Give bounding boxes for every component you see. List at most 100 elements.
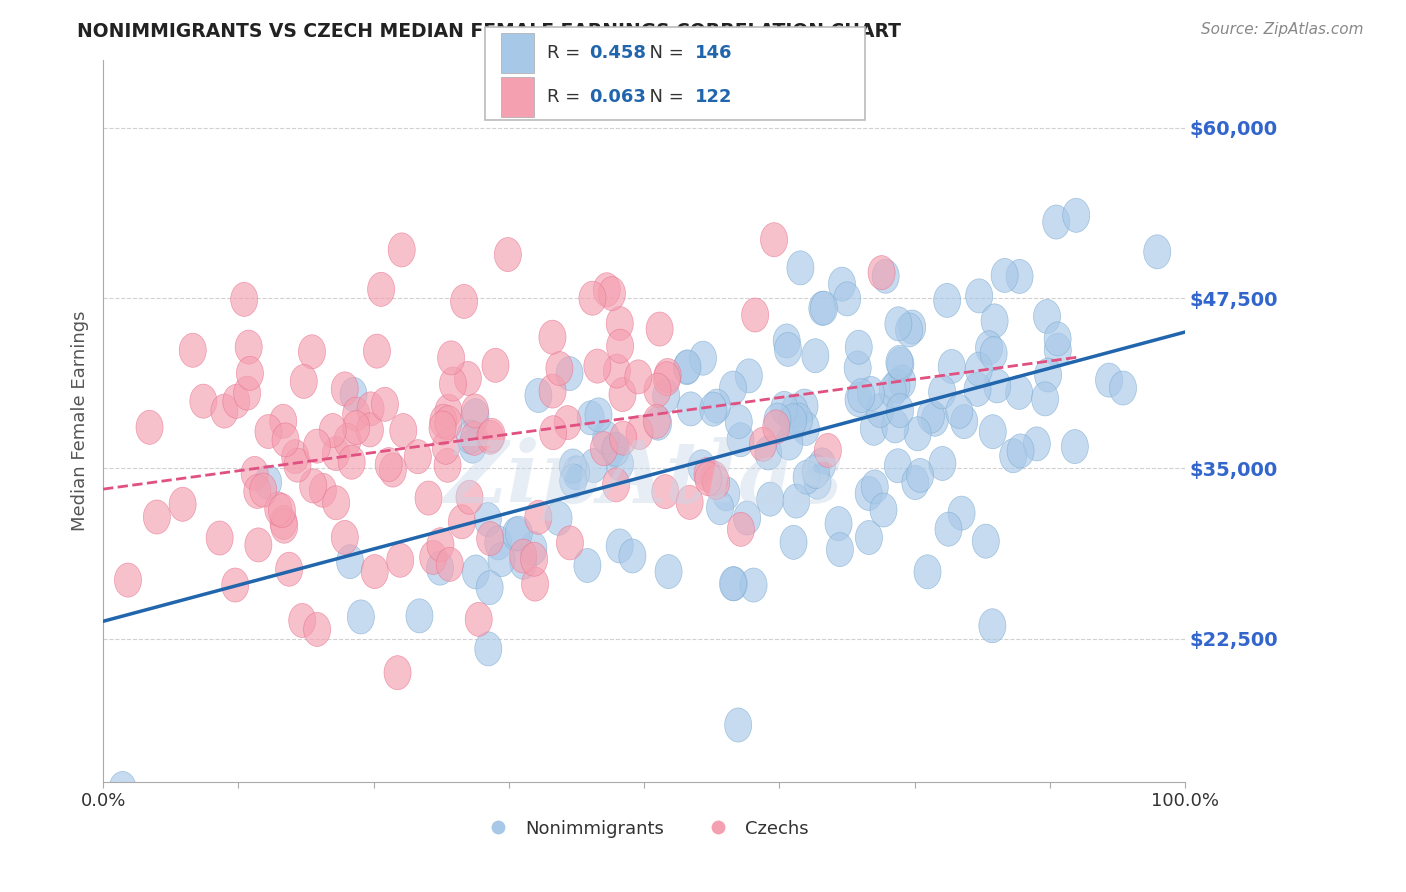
Ellipse shape: [495, 237, 522, 271]
Ellipse shape: [706, 491, 734, 524]
Ellipse shape: [780, 394, 808, 428]
Ellipse shape: [1024, 427, 1050, 461]
Ellipse shape: [322, 486, 350, 520]
Text: R =: R =: [547, 88, 586, 106]
Ellipse shape: [520, 532, 547, 566]
Ellipse shape: [896, 313, 922, 347]
Ellipse shape: [973, 524, 1000, 558]
Ellipse shape: [371, 387, 398, 421]
Ellipse shape: [603, 467, 630, 502]
Ellipse shape: [482, 348, 509, 383]
Ellipse shape: [984, 369, 1011, 403]
Ellipse shape: [419, 541, 447, 574]
Ellipse shape: [652, 475, 679, 508]
Ellipse shape: [432, 430, 460, 465]
Ellipse shape: [724, 708, 752, 742]
Ellipse shape: [222, 568, 249, 602]
Ellipse shape: [579, 281, 606, 315]
Ellipse shape: [576, 401, 605, 435]
Text: ZipAtlas: ZipAtlas: [446, 437, 844, 520]
Ellipse shape: [808, 292, 835, 326]
Ellipse shape: [485, 525, 512, 560]
Ellipse shape: [901, 466, 929, 500]
Ellipse shape: [356, 413, 384, 447]
Ellipse shape: [935, 512, 962, 546]
Ellipse shape: [222, 384, 250, 418]
Ellipse shape: [340, 377, 367, 411]
Ellipse shape: [389, 414, 416, 448]
Ellipse shape: [862, 470, 889, 504]
Ellipse shape: [803, 455, 830, 489]
Ellipse shape: [429, 411, 456, 445]
Ellipse shape: [624, 359, 652, 394]
Ellipse shape: [271, 423, 299, 457]
Ellipse shape: [787, 251, 814, 285]
Ellipse shape: [380, 453, 406, 487]
Ellipse shape: [502, 517, 530, 551]
Ellipse shape: [264, 492, 292, 526]
Ellipse shape: [740, 568, 768, 602]
Ellipse shape: [581, 449, 607, 483]
Ellipse shape: [555, 357, 583, 391]
Ellipse shape: [276, 552, 302, 586]
Ellipse shape: [477, 522, 503, 556]
Ellipse shape: [136, 410, 163, 444]
Ellipse shape: [520, 542, 548, 576]
Ellipse shape: [976, 331, 1002, 365]
Ellipse shape: [231, 283, 257, 317]
Ellipse shape: [538, 320, 567, 354]
Ellipse shape: [384, 656, 411, 690]
Ellipse shape: [1007, 260, 1033, 293]
Ellipse shape: [844, 351, 872, 385]
Ellipse shape: [825, 507, 852, 541]
Ellipse shape: [734, 501, 761, 535]
Text: 0.063: 0.063: [589, 88, 645, 106]
Ellipse shape: [655, 555, 682, 589]
Ellipse shape: [332, 372, 359, 406]
Ellipse shape: [602, 432, 630, 467]
Ellipse shape: [540, 416, 567, 450]
Ellipse shape: [934, 284, 960, 318]
Ellipse shape: [361, 555, 388, 589]
Ellipse shape: [981, 304, 1008, 338]
Ellipse shape: [602, 434, 628, 467]
Ellipse shape: [886, 345, 912, 379]
Ellipse shape: [322, 436, 350, 471]
Ellipse shape: [882, 409, 908, 443]
Ellipse shape: [254, 465, 281, 500]
Ellipse shape: [236, 356, 263, 391]
Ellipse shape: [979, 415, 1007, 449]
Ellipse shape: [827, 533, 853, 566]
Ellipse shape: [855, 521, 883, 555]
Ellipse shape: [1095, 363, 1122, 397]
Ellipse shape: [776, 426, 803, 460]
Ellipse shape: [1045, 322, 1071, 356]
Ellipse shape: [889, 365, 915, 399]
Ellipse shape: [887, 347, 914, 381]
Ellipse shape: [1043, 205, 1070, 239]
Ellipse shape: [626, 416, 652, 450]
Ellipse shape: [763, 410, 790, 444]
Ellipse shape: [606, 529, 633, 563]
Text: 122: 122: [695, 88, 733, 106]
Ellipse shape: [337, 445, 366, 479]
Ellipse shape: [332, 520, 359, 555]
Ellipse shape: [434, 448, 461, 483]
Ellipse shape: [454, 361, 481, 395]
Ellipse shape: [966, 352, 993, 386]
Ellipse shape: [343, 410, 370, 444]
Ellipse shape: [966, 279, 993, 313]
Ellipse shape: [405, 440, 432, 474]
Ellipse shape: [678, 392, 704, 426]
Ellipse shape: [270, 404, 297, 438]
Y-axis label: Median Female Earnings: Median Female Earnings: [72, 310, 89, 531]
Ellipse shape: [720, 566, 747, 600]
Ellipse shape: [965, 372, 991, 407]
Ellipse shape: [375, 448, 402, 482]
Ellipse shape: [478, 418, 505, 452]
Ellipse shape: [828, 267, 855, 301]
Ellipse shape: [427, 528, 454, 562]
Ellipse shape: [914, 555, 941, 589]
Ellipse shape: [169, 487, 197, 521]
Ellipse shape: [948, 496, 976, 530]
